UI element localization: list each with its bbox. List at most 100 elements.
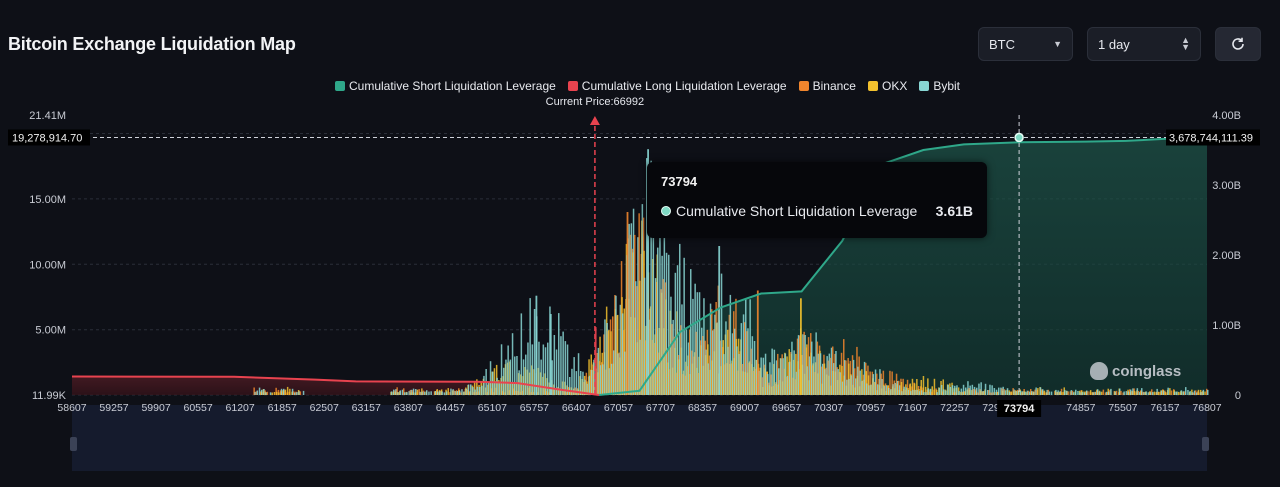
bar-bybit [258,387,261,395]
bar-bybit [280,388,283,395]
bar-binance [299,391,302,395]
bar-binance [636,286,638,395]
bar-bybit [507,345,509,395]
bar-bybit [533,309,536,395]
bar-bybit [1039,387,1042,395]
bar-bybit [597,347,600,395]
bar-bybit [500,344,503,395]
bar-okx [1100,391,1103,395]
bar-bybit [294,392,296,395]
bar-bybit [1108,391,1110,395]
bar-bybit [714,314,716,395]
bar-bybit [1110,388,1112,395]
bar-bybit [991,385,993,395]
bar-bybit [749,299,751,395]
y-left-tick-label: 5.00M [35,325,66,337]
bar-bybit [951,385,954,395]
bar-bybit [910,391,912,395]
coin-select[interactable]: BTC ▼ [978,27,1073,61]
legend-item-short[interactable]: Cumulative Short Liquidation Leverage [335,79,556,93]
bar-bybit [492,371,494,395]
navigator-handle-right[interactable] [1202,437,1209,451]
bar-okx [922,376,925,395]
bar-bybit [476,386,479,395]
bar-bybit [646,158,648,395]
tooltip-series-value: 3.61B [935,203,973,219]
bar-bybit [452,389,454,395]
bar-bybit [635,281,637,395]
refresh-button[interactable] [1215,27,1261,61]
bar-bybit [522,359,525,395]
bar-bybit [709,303,712,395]
bar-bybit [555,349,558,395]
chevron-down-icon: ▼ [1053,39,1062,49]
bar-binance [1115,390,1118,395]
bar-binance [396,387,398,395]
bar-bybit [859,370,861,395]
bar-bybit [973,386,976,395]
legend-item-binance[interactable]: Binance [798,79,856,93]
bar-binance [422,390,425,395]
bar-bybit [1141,388,1143,395]
bar-bybit [940,385,943,395]
bar-bybit [786,375,789,395]
bar-bybit [705,349,707,395]
bar-binance [449,392,451,395]
coinglass-logo-icon [1090,362,1108,380]
bar-bybit [494,381,496,395]
chart-tooltip: 73794 Cumulative Short Liquidation Lever… [647,162,987,238]
bar-binance [634,234,636,395]
bar-okx [1153,391,1156,395]
bar-bybit [577,353,580,395]
bar-bybit [808,356,811,395]
bar-bybit [947,384,949,395]
navigator-handle-left[interactable] [70,437,77,451]
bar-binance [882,370,885,395]
legend-label: Cumulative Short Liquidation Leverage [349,79,556,93]
bar-bybit [850,375,853,395]
legend-swatch [567,81,578,91]
bar-bybit [652,166,655,395]
bar-binance [972,388,975,395]
bar-bybit [1094,391,1097,395]
long-line [71,375,600,396]
crosshair-x-value: 73794 [1004,403,1035,415]
bar-bybit [1086,390,1088,395]
bar-okx [278,392,280,395]
tooltip-series-label: Cumulative Short Liquidation Leverage [676,203,918,219]
bar-binance [1027,390,1030,395]
bar-bybit [632,208,635,395]
bar-bybit [1033,391,1035,395]
bar-bybit [855,378,857,395]
bar-okx [867,375,870,395]
bar-binance [1122,392,1124,395]
bar-bybit [965,387,967,395]
bar-bybit [514,356,516,395]
legend-item-long[interactable]: Cumulative Long Liquidation Leverage [567,79,787,93]
legend-label: OKX [881,79,908,93]
bar-bybit [905,387,908,395]
bar-bybit [899,385,901,395]
time-range-select[interactable]: 1 day ▲ ▼ [1087,27,1201,61]
bar-bybit [602,364,604,395]
bar-bybit [685,329,688,395]
bar-binance [781,354,783,395]
bar-binance [1047,389,1050,395]
bar-bybit [826,356,828,395]
legend-item-okx[interactable]: OKX [867,79,908,93]
bar-spike [594,327,597,395]
legend-item-bybit[interactable]: Bybit [919,79,960,93]
bar-bybit [841,381,844,395]
bar-bybit [896,381,899,395]
bar-bybit [885,385,888,395]
bar-bybit [1006,388,1009,395]
bar-binance [869,371,871,395]
bar-okx [638,280,641,395]
bar-bybit [929,388,932,395]
bar-spike [756,290,759,395]
bar-bybit [846,379,848,395]
bar-bybit [586,383,589,395]
bar-bybit [1022,391,1024,395]
bar-bybit [1147,392,1150,395]
